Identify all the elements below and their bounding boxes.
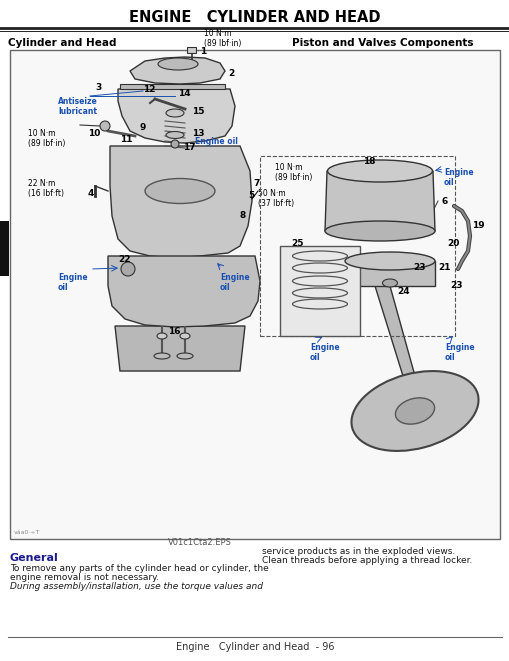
Text: 15: 15 <box>191 108 204 116</box>
Ellipse shape <box>157 333 166 339</box>
Text: Antiseize
lubricant: Antiseize lubricant <box>58 97 98 116</box>
Polygon shape <box>110 146 251 258</box>
Circle shape <box>121 262 135 276</box>
Text: Engine
oil: Engine oil <box>58 273 88 292</box>
Ellipse shape <box>154 353 169 359</box>
Bar <box>0 221 9 276</box>
Circle shape <box>171 140 179 148</box>
Text: 21: 21 <box>437 264 449 272</box>
Text: Engine
oil: Engine oil <box>309 343 339 362</box>
Text: 10 N·m
(89 lbf·in): 10 N·m (89 lbf·in) <box>274 163 312 182</box>
Polygon shape <box>374 286 414 376</box>
Text: 11: 11 <box>120 136 132 145</box>
Text: 22 N·m
(16 lbf·ft): 22 N·m (16 lbf·ft) <box>28 179 64 198</box>
Ellipse shape <box>158 58 197 70</box>
Ellipse shape <box>324 221 434 241</box>
Text: 8: 8 <box>240 212 246 221</box>
Text: General: General <box>10 553 59 563</box>
Text: 4: 4 <box>88 190 94 198</box>
Text: 25: 25 <box>291 239 303 247</box>
Bar <box>279 246 359 336</box>
Text: váa0·÷T: váa0·÷T <box>14 530 40 535</box>
Ellipse shape <box>145 178 215 204</box>
Ellipse shape <box>344 252 434 270</box>
Ellipse shape <box>394 398 434 424</box>
Text: 13: 13 <box>191 130 204 139</box>
Ellipse shape <box>165 109 184 117</box>
Bar <box>344 261 434 286</box>
Text: Engine oil: Engine oil <box>194 137 237 146</box>
Bar <box>260 156 454 336</box>
Polygon shape <box>115 326 244 371</box>
Text: V01c1Cta2.EPS: V01c1Cta2.EPS <box>168 538 232 547</box>
Polygon shape <box>324 171 434 231</box>
Bar <box>10 50 499 539</box>
Text: 23: 23 <box>449 282 462 290</box>
Text: Piston and Valves Components: Piston and Valves Components <box>291 38 472 48</box>
Text: 10: 10 <box>88 130 100 139</box>
Text: 23: 23 <box>412 264 425 272</box>
Text: 5: 5 <box>247 192 254 200</box>
Circle shape <box>100 121 110 131</box>
Text: Cylinder and Head: Cylinder and Head <box>8 38 116 48</box>
Text: service products as in the exploded views.: service products as in the exploded view… <box>262 547 455 556</box>
Text: 20: 20 <box>446 239 459 247</box>
Text: 6: 6 <box>441 196 447 206</box>
Text: 24: 24 <box>396 286 409 295</box>
Text: 16: 16 <box>167 327 180 336</box>
Text: 10 N·m
(89 lbf·in): 10 N·m (89 lbf·in) <box>204 28 241 48</box>
Text: 18: 18 <box>362 157 375 165</box>
Text: 14: 14 <box>178 89 190 98</box>
Ellipse shape <box>382 279 397 287</box>
Ellipse shape <box>327 160 432 182</box>
Text: 7: 7 <box>252 180 259 188</box>
Text: 2: 2 <box>228 69 234 77</box>
Ellipse shape <box>351 371 477 451</box>
Text: Engine
oil: Engine oil <box>444 343 474 362</box>
Ellipse shape <box>177 353 192 359</box>
Text: 19: 19 <box>471 221 484 231</box>
Text: Engine
oil: Engine oil <box>443 168 473 188</box>
Ellipse shape <box>180 333 190 339</box>
Text: During assembly/installation, use the torque values and: During assembly/installation, use the to… <box>10 582 263 591</box>
Text: 9: 9 <box>140 124 146 132</box>
Polygon shape <box>108 256 260 327</box>
Text: Clean threads before applying a thread locker.: Clean threads before applying a thread l… <box>262 556 471 565</box>
Text: 10 N·m
(89 lbf·in): 10 N·m (89 lbf·in) <box>28 129 65 149</box>
Text: ENGINE   CYLINDER AND HEAD: ENGINE CYLINDER AND HEAD <box>129 11 380 26</box>
Text: 1: 1 <box>200 46 206 56</box>
Text: engine removal is not necessary.: engine removal is not necessary. <box>10 573 159 582</box>
Ellipse shape <box>165 132 184 139</box>
Text: To remove any parts of the cylinder head or cylinder, the: To remove any parts of the cylinder head… <box>10 564 268 573</box>
Text: 3: 3 <box>95 83 101 91</box>
FancyBboxPatch shape <box>187 48 196 54</box>
Text: 17: 17 <box>183 143 195 153</box>
Polygon shape <box>118 89 235 143</box>
Text: 22: 22 <box>118 254 130 264</box>
Bar <box>120 84 224 89</box>
Text: 50 N·m
(37 lbf·ft): 50 N·m (37 lbf·ft) <box>258 189 294 208</box>
Text: 12: 12 <box>143 85 155 93</box>
Text: Engine
oil: Engine oil <box>219 273 249 292</box>
Text: Engine   Cylinder and Head  - 96: Engine Cylinder and Head - 96 <box>176 642 333 652</box>
Polygon shape <box>130 57 224 84</box>
